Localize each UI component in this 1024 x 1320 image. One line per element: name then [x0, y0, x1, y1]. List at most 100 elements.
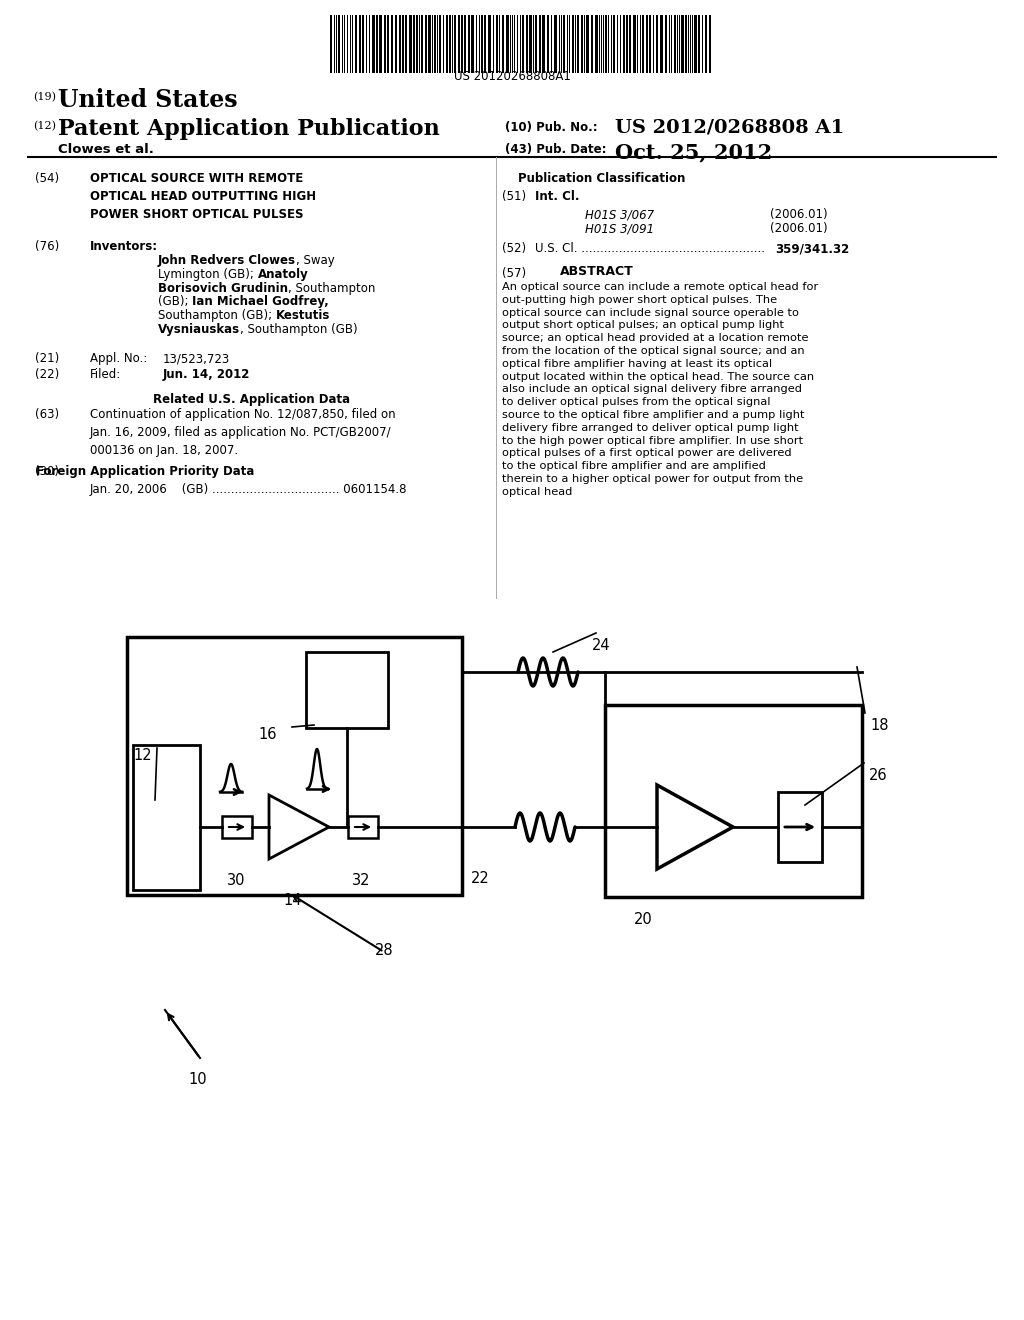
- Bar: [127, 638, 462, 895]
- Bar: [372, 15, 375, 73]
- Bar: [642, 15, 644, 73]
- Bar: [376, 15, 378, 73]
- Text: (2006.01): (2006.01): [770, 222, 827, 235]
- Bar: [502, 15, 504, 73]
- Text: United States: United States: [58, 88, 238, 112]
- Bar: [646, 15, 648, 73]
- Text: Ian Michael Godfrey,: Ian Michael Godfrey,: [193, 296, 329, 309]
- Text: to deliver optical pulses from the optical signal: to deliver optical pulses from the optic…: [502, 397, 770, 407]
- Bar: [133, 744, 200, 890]
- Bar: [694, 15, 697, 73]
- Text: Southampton (GB);: Southampton (GB);: [158, 309, 275, 322]
- Bar: [535, 15, 537, 73]
- Bar: [446, 15, 449, 73]
- Text: Kestutis: Kestutis: [275, 309, 331, 322]
- Text: (54): (54): [35, 172, 59, 185]
- Bar: [449, 15, 451, 73]
- Text: 20: 20: [634, 912, 652, 927]
- Bar: [496, 15, 498, 73]
- Bar: [222, 816, 252, 838]
- Text: 18: 18: [870, 718, 889, 733]
- Text: John Redvers Clowes: John Redvers Clowes: [158, 253, 296, 267]
- Bar: [529, 15, 532, 73]
- Bar: [409, 15, 412, 73]
- Text: 22: 22: [471, 871, 489, 886]
- Bar: [577, 15, 579, 73]
- Bar: [402, 15, 404, 73]
- Text: , Southampton (GB): , Southampton (GB): [240, 323, 357, 337]
- Text: (30): (30): [35, 465, 59, 478]
- Text: ABSTRACT: ABSTRACT: [560, 265, 634, 279]
- Text: , Southampton: , Southampton: [288, 281, 376, 294]
- Bar: [591, 15, 593, 73]
- Text: therein to a higher optical power for output from the: therein to a higher optical power for ou…: [502, 474, 803, 484]
- Text: Jun. 14, 2012: Jun. 14, 2012: [163, 368, 251, 381]
- Bar: [563, 15, 565, 73]
- Text: to the high power optical fibre amplifier. In use short: to the high power optical fibre amplifie…: [502, 436, 803, 446]
- Text: out-putting high power short optical pulses. The: out-putting high power short optical pul…: [502, 294, 777, 305]
- Bar: [626, 15, 628, 73]
- Bar: [778, 792, 822, 862]
- Bar: [681, 15, 684, 73]
- Bar: [399, 15, 401, 73]
- Text: output located within the optical head. The source can: output located within the optical head. …: [502, 372, 814, 381]
- Text: (43) Pub. Date:: (43) Pub. Date:: [505, 143, 606, 156]
- Bar: [526, 15, 528, 73]
- Bar: [458, 15, 460, 73]
- Text: Lymington (GB);: Lymington (GB);: [158, 268, 258, 281]
- Text: (63): (63): [35, 408, 59, 421]
- Text: (12): (12): [33, 121, 56, 131]
- Text: 10: 10: [188, 1072, 207, 1086]
- Bar: [421, 15, 423, 73]
- Bar: [605, 705, 862, 898]
- Text: 24: 24: [592, 638, 610, 653]
- Bar: [428, 15, 431, 73]
- Bar: [387, 15, 389, 73]
- Bar: [572, 15, 574, 73]
- Bar: [454, 15, 456, 73]
- Bar: [416, 15, 418, 73]
- Text: U.S. Cl. .................................................: U.S. Cl. ...............................…: [535, 242, 765, 255]
- Bar: [395, 15, 397, 73]
- Text: US 2012/0268808 A1: US 2012/0268808 A1: [615, 117, 844, 136]
- Bar: [348, 816, 378, 838]
- Text: to the optical fibre amplifier and are amplified: to the optical fibre amplifier and are a…: [502, 461, 766, 471]
- Text: (10) Pub. No.:: (10) Pub. No.:: [505, 121, 598, 135]
- Text: , Sway: , Sway: [296, 253, 335, 267]
- Bar: [362, 15, 364, 73]
- Bar: [439, 15, 441, 73]
- Text: H01S 3/067: H01S 3/067: [585, 209, 654, 220]
- Bar: [613, 15, 615, 73]
- Bar: [539, 15, 541, 73]
- Text: 32: 32: [352, 873, 371, 888]
- Bar: [355, 15, 357, 73]
- Text: Clowes et al.: Clowes et al.: [58, 143, 154, 156]
- Text: OPTICAL SOURCE WITH REMOTE
OPTICAL HEAD OUTPUTTING HIGH
POWER SHORT OPTICAL PULS: OPTICAL SOURCE WITH REMOTE OPTICAL HEAD …: [90, 172, 316, 220]
- Bar: [391, 15, 393, 73]
- Bar: [709, 15, 711, 73]
- Text: Publication Classification: Publication Classification: [518, 172, 686, 185]
- Bar: [595, 15, 598, 73]
- Text: An optical source can include a remote optical head for: An optical source can include a remote o…: [502, 282, 818, 292]
- Text: Inventors:: Inventors:: [90, 240, 158, 253]
- Bar: [605, 15, 607, 73]
- Text: output short optical pulses; an optical pump light: output short optical pulses; an optical …: [502, 321, 784, 330]
- Bar: [542, 15, 545, 73]
- Bar: [330, 15, 332, 73]
- Text: Patent Application Publication: Patent Application Publication: [58, 117, 439, 140]
- Bar: [488, 15, 490, 73]
- Text: (52): (52): [502, 242, 526, 255]
- Bar: [359, 15, 361, 73]
- Text: (19): (19): [33, 92, 56, 103]
- Bar: [413, 15, 415, 73]
- Bar: [665, 15, 667, 73]
- Text: (22): (22): [35, 368, 59, 381]
- Bar: [379, 15, 382, 73]
- Bar: [554, 15, 557, 73]
- Text: 12: 12: [134, 748, 153, 763]
- Bar: [705, 15, 707, 73]
- Text: from the location of the optical signal source; and an: from the location of the optical signal …: [502, 346, 805, 356]
- Text: Jan. 20, 2006    (GB) .................................. 0601154.8: Jan. 20, 2006 (GB) .....................…: [90, 483, 408, 496]
- Bar: [484, 15, 486, 73]
- Text: US 20120268808A1: US 20120268808A1: [454, 70, 570, 83]
